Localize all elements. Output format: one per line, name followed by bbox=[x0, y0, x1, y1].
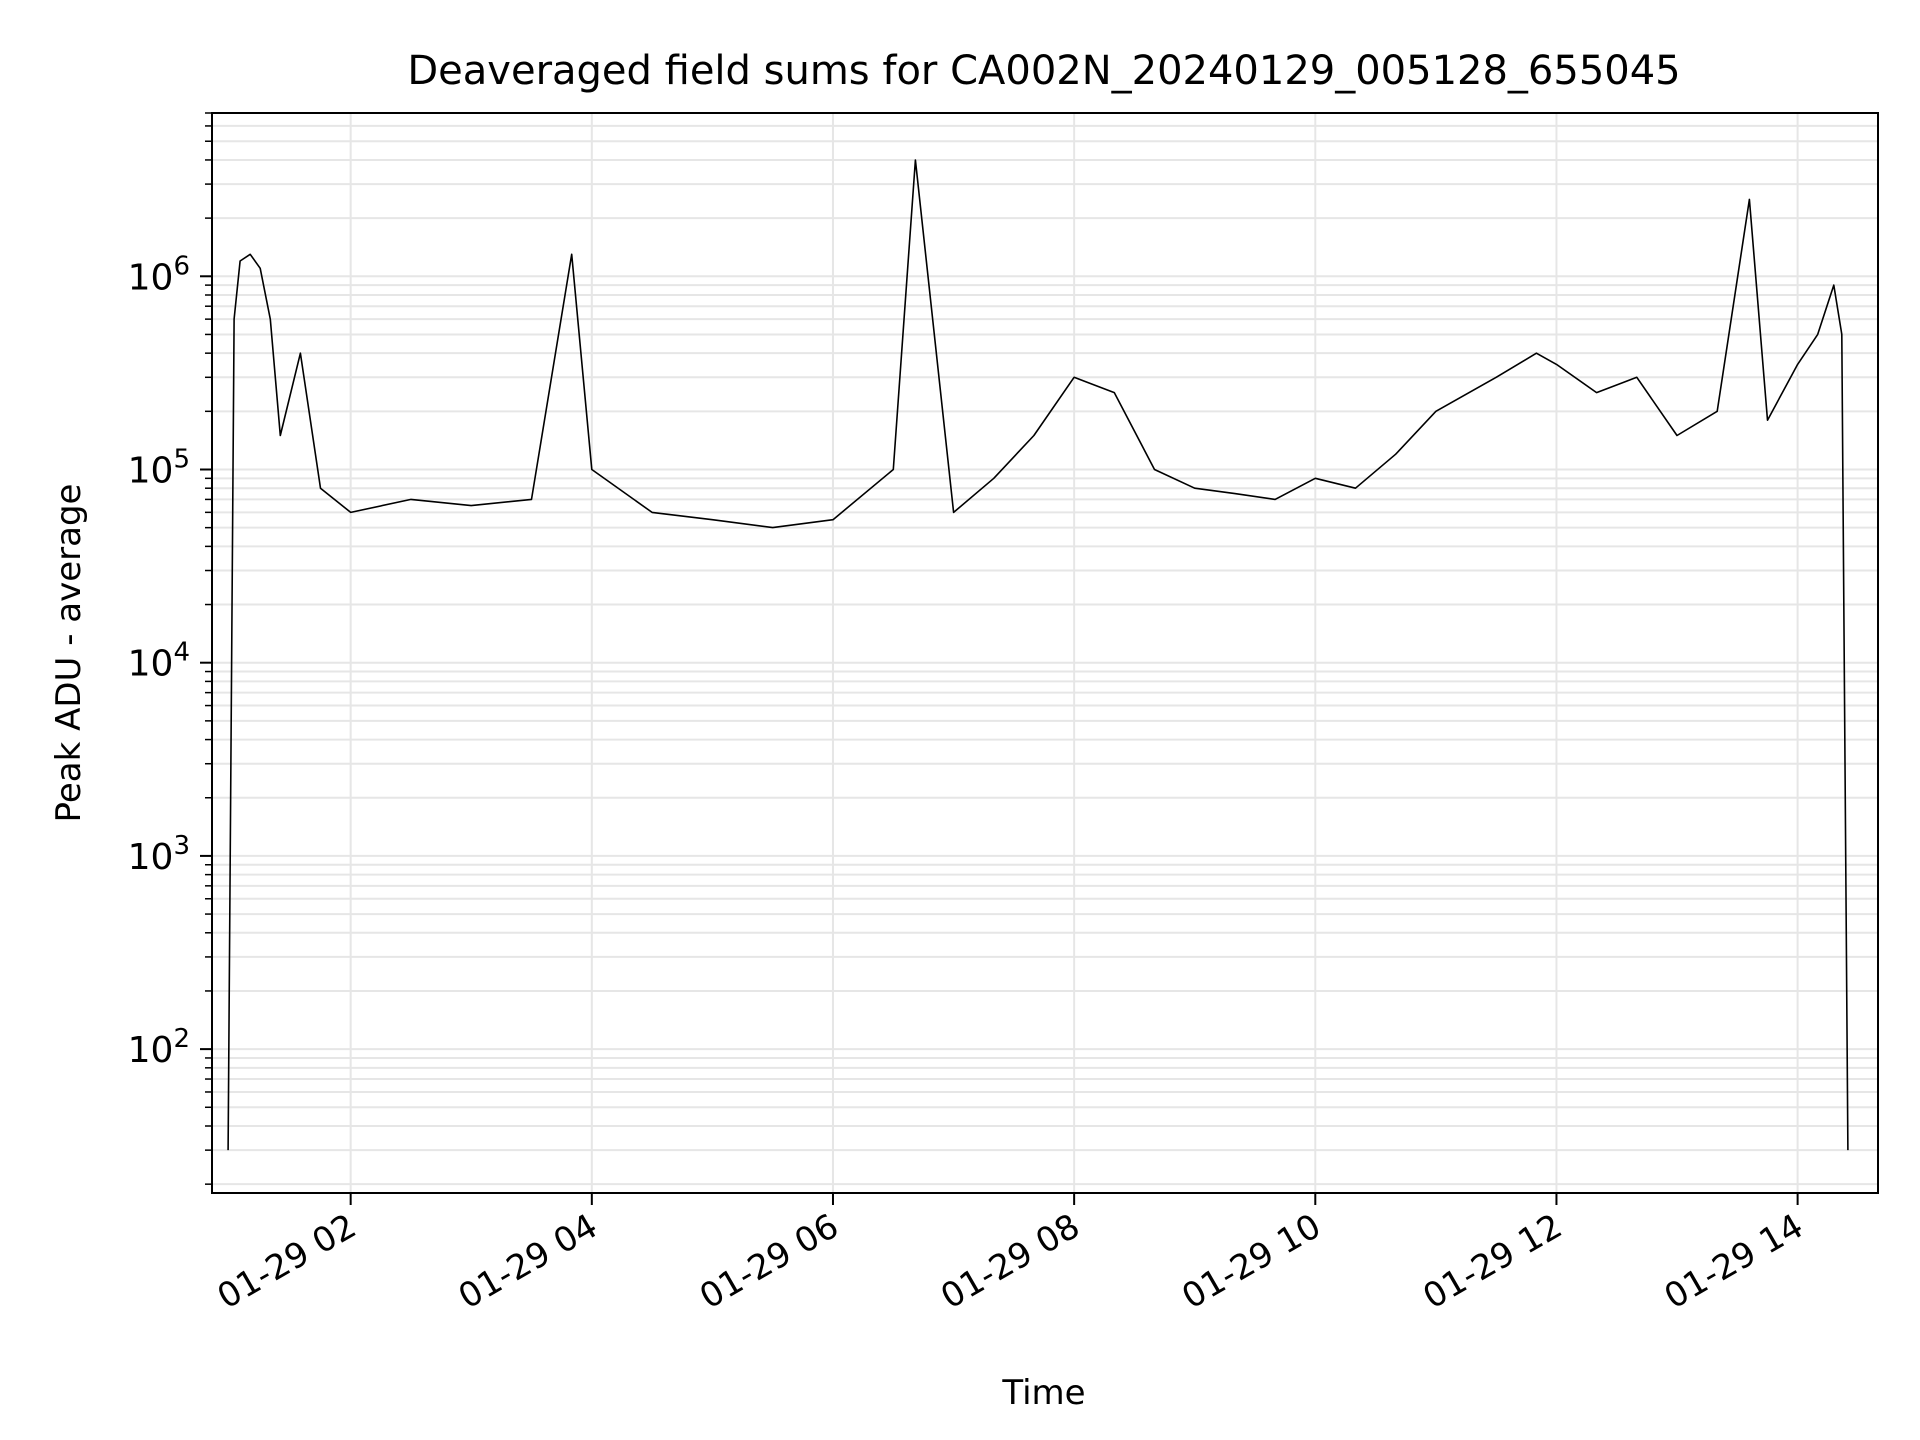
chart-title: Deaveraged field sums for CA002N_2024012… bbox=[407, 48, 1680, 94]
y-tick-label: 104 bbox=[128, 638, 190, 685]
y-axis: 102 103 104 105 106 bbox=[128, 112, 212, 1185]
y-tick-label: 102 bbox=[128, 1024, 190, 1071]
series-line bbox=[227, 159, 1849, 1151]
minor-gridlines bbox=[212, 112, 1878, 1186]
series-layer bbox=[227, 159, 1849, 1151]
y-tick-label: 103 bbox=[128, 831, 190, 878]
y-tick-label: 105 bbox=[128, 444, 190, 491]
x-axis-label: Time bbox=[1001, 1373, 1085, 1413]
y-axis-label: Peak ADU - average bbox=[49, 484, 89, 823]
plot-area-frame bbox=[211, 112, 1879, 1194]
major-gridlines bbox=[212, 113, 1878, 1193]
y-tick-label: 106 bbox=[128, 251, 190, 298]
